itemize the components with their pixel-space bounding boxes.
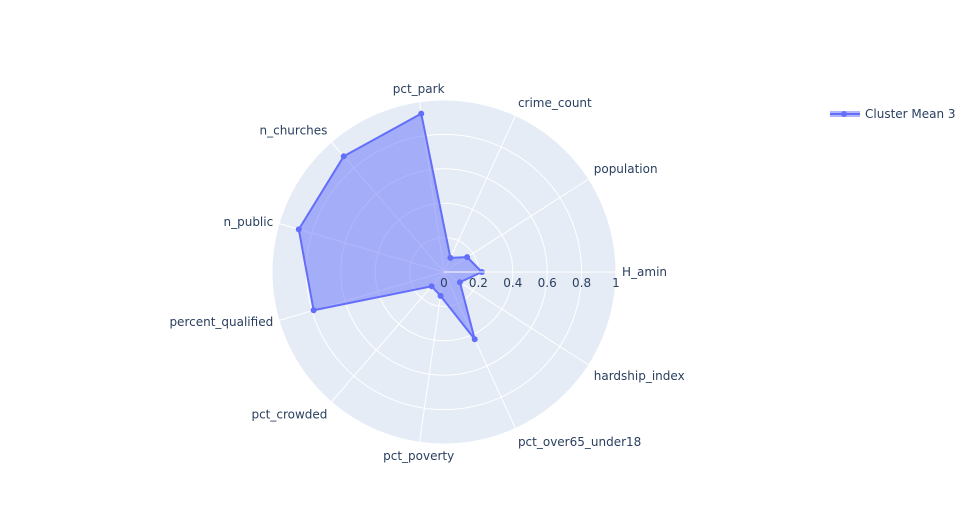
category-label-n_public: n_public: [223, 215, 273, 229]
radial-tick-label: 0.6: [538, 276, 557, 290]
data-point-n_public[interactable]: [295, 226, 302, 233]
category-label-pct_poverty: pct_poverty: [383, 449, 454, 463]
radial-tick-label: 0.2: [469, 276, 488, 290]
radial-tick-label: 0: [440, 276, 448, 290]
data-point-percent_qualified[interactable]: [310, 307, 317, 314]
radial-axis: 0 0.2 0.4 0.6 0.8 1: [440, 271, 620, 290]
category-label-pct_crowded: pct_crowded: [251, 408, 327, 422]
radial-tick-label: 0.8: [572, 276, 591, 290]
data-point-hardship_index[interactable]: [456, 279, 463, 286]
category-label-n_churches: n_churches: [260, 123, 328, 137]
radial-tick-label: 0.4: [503, 276, 522, 290]
data-point-n_churches[interactable]: [340, 153, 347, 160]
angular-grid-spoke: [443, 271, 589, 366]
legend-swatch-icon: [828, 106, 860, 122]
legend-label: Cluster Mean 3: [865, 107, 956, 121]
radial-tick-label: 1: [612, 276, 620, 290]
data-point-pct_crowded[interactable]: [428, 283, 435, 290]
legend-item[interactable]: Cluster Mean 3: [828, 106, 956, 122]
data-point-population[interactable]: [464, 254, 471, 261]
category-label-hardship_index: hardship_index: [594, 369, 685, 383]
angular-axis-labels: H_amin population crime_count pct_park n_chu…: [169, 82, 684, 463]
data-point-crime_count[interactable]: [447, 254, 454, 261]
data-point-pct_poverty[interactable]: [437, 292, 444, 299]
category-label-pct_park: pct_park: [393, 82, 445, 96]
angular-grid-spoke: [330, 271, 445, 403]
angular-grid-spoke: [419, 271, 445, 443]
category-label-crime_count: crime_count: [518, 96, 592, 110]
category-label-H_amin: H_amin: [622, 265, 667, 279]
data-point-pct_park[interactable]: [418, 110, 425, 117]
category-label-pct_over65_under18: pct_over65_under18: [518, 435, 641, 449]
series-layer: [295, 110, 485, 343]
category-label-population: population: [594, 162, 658, 176]
data-point-pct_over65_under18[interactable]: [471, 336, 478, 343]
angular-grid-spoke: [443, 115, 516, 273]
category-label-percent_qualified: percent_qualified: [169, 315, 273, 329]
